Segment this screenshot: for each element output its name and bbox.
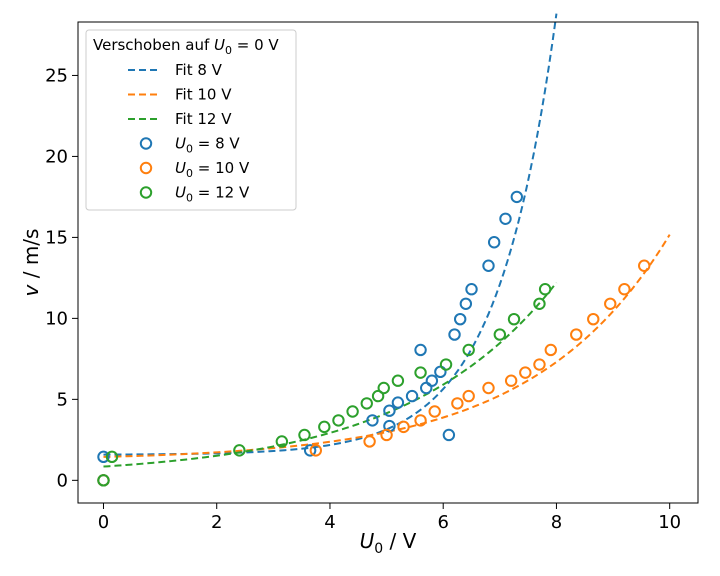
legend-marker-swatch bbox=[139, 161, 153, 175]
fit-line-fit-12-v bbox=[103, 282, 558, 468]
legend-entry-fit-12-v: Fit 12 V bbox=[128, 110, 232, 128]
data-point bbox=[465, 283, 478, 296]
data-point bbox=[298, 428, 311, 442]
data-point bbox=[405, 389, 419, 403]
data-point bbox=[105, 450, 119, 464]
data-point bbox=[493, 328, 507, 341]
plot-frame bbox=[77, 21, 699, 504]
data-point bbox=[428, 405, 441, 418]
data-point bbox=[391, 396, 405, 409]
legend-label: Fit 8 V bbox=[175, 61, 223, 79]
data-point bbox=[587, 312, 600, 326]
legend-label: U0 = 12 V bbox=[175, 184, 250, 205]
data-point bbox=[414, 366, 427, 379]
data-point bbox=[459, 297, 473, 310]
data-point bbox=[425, 374, 439, 387]
data-point bbox=[453, 312, 467, 326]
data-point bbox=[451, 397, 464, 410]
legend-label: Fit 12 V bbox=[175, 110, 232, 128]
data-point bbox=[510, 190, 524, 204]
data-point bbox=[533, 358, 546, 371]
data-point bbox=[377, 381, 390, 395]
fit-lines bbox=[103, 13, 671, 468]
data-point bbox=[380, 428, 393, 442]
x-tick-label: 8 bbox=[551, 512, 562, 533]
data-points bbox=[97, 190, 651, 487]
data-point bbox=[97, 474, 110, 487]
data-point bbox=[604, 297, 617, 310]
legend-box bbox=[85, 29, 297, 211]
data-point bbox=[275, 435, 289, 448]
data-point bbox=[366, 414, 379, 427]
data-point bbox=[504, 374, 518, 387]
data-point bbox=[570, 328, 583, 341]
data-point bbox=[499, 212, 512, 225]
y-tick-label: 20 bbox=[45, 146, 68, 167]
data-point bbox=[383, 404, 396, 417]
x-tick-label: 0 bbox=[98, 512, 109, 533]
data-point bbox=[363, 435, 376, 448]
legend-entry-u0-12-v: U0 = 12 V bbox=[139, 184, 250, 205]
axis-ticks: 0 2 4 6 8 10 0 5 10 15 20 25 bbox=[45, 65, 681, 533]
data-point bbox=[439, 358, 453, 371]
data-point bbox=[482, 259, 495, 272]
data-point bbox=[462, 343, 475, 357]
y-tick-label: 15 bbox=[45, 227, 68, 248]
data-point bbox=[318, 420, 331, 434]
x-tick-label: 4 bbox=[324, 512, 335, 533]
legend-marker-swatch bbox=[139, 186, 153, 199]
y-tick-label: 0 bbox=[57, 470, 68, 491]
data-point bbox=[233, 444, 246, 457]
data-point bbox=[97, 450, 110, 464]
data-point bbox=[638, 259, 651, 272]
data-point bbox=[538, 283, 552, 296]
x-axis-label: U0 / V bbox=[360, 529, 417, 557]
data-point bbox=[303, 444, 317, 457]
data-point bbox=[391, 374, 405, 387]
data-point bbox=[332, 414, 345, 427]
fit-line-fit-10-v bbox=[103, 234, 671, 458]
data-point bbox=[414, 414, 427, 427]
x-tick-label: 6 bbox=[437, 512, 448, 533]
data-point bbox=[462, 389, 475, 403]
legend-marker-swatch bbox=[139, 137, 153, 150]
data-point bbox=[442, 428, 456, 442]
legend-title: Verschoben auf U0 = 0 V bbox=[93, 36, 279, 57]
series-u0-12-v bbox=[97, 283, 552, 487]
data-point bbox=[371, 389, 385, 403]
legend-entry-fit-8-v: Fit 8 V bbox=[128, 61, 223, 79]
data-point bbox=[544, 343, 557, 357]
data-point bbox=[414, 343, 427, 357]
y-tick-label: 5 bbox=[57, 389, 68, 410]
legend-entry-u0-10-v: U0 = 10 V bbox=[139, 159, 250, 180]
x-tick-label: 10 bbox=[658, 512, 681, 533]
legend-label: Fit 10 V bbox=[175, 86, 232, 104]
data-point bbox=[309, 444, 323, 457]
y-tick-label: 10 bbox=[45, 308, 68, 329]
legend: Verschoben auf U0 = 0 V Fit 8 V Fit 10 V F… bbox=[85, 29, 297, 211]
legend-entry-fit-10-v: Fit 10 V bbox=[128, 86, 232, 104]
data-point bbox=[487, 236, 501, 249]
y-tick-label: 25 bbox=[45, 65, 68, 86]
data-point bbox=[519, 366, 532, 379]
data-point bbox=[346, 405, 359, 418]
legend-label: U0 = 8 V bbox=[175, 135, 240, 156]
data-point bbox=[360, 397, 373, 410]
series-u0-10-v bbox=[97, 259, 651, 487]
y-axis-label: v / m/s bbox=[19, 229, 43, 297]
x-tick-label: 2 bbox=[211, 512, 222, 533]
legend-entry-u0-8-v: U0 = 8 V bbox=[139, 135, 240, 156]
legend-label: U0 = 10 V bbox=[175, 159, 250, 180]
data-point bbox=[507, 312, 521, 326]
data-point bbox=[533, 297, 546, 310]
data-point bbox=[618, 283, 631, 296]
data-point bbox=[448, 328, 461, 341]
data-point bbox=[397, 420, 410, 434]
data-point bbox=[482, 381, 495, 395]
fit-line-fit-8-v bbox=[103, 13, 558, 456]
series-u0-8-v bbox=[97, 190, 524, 487]
